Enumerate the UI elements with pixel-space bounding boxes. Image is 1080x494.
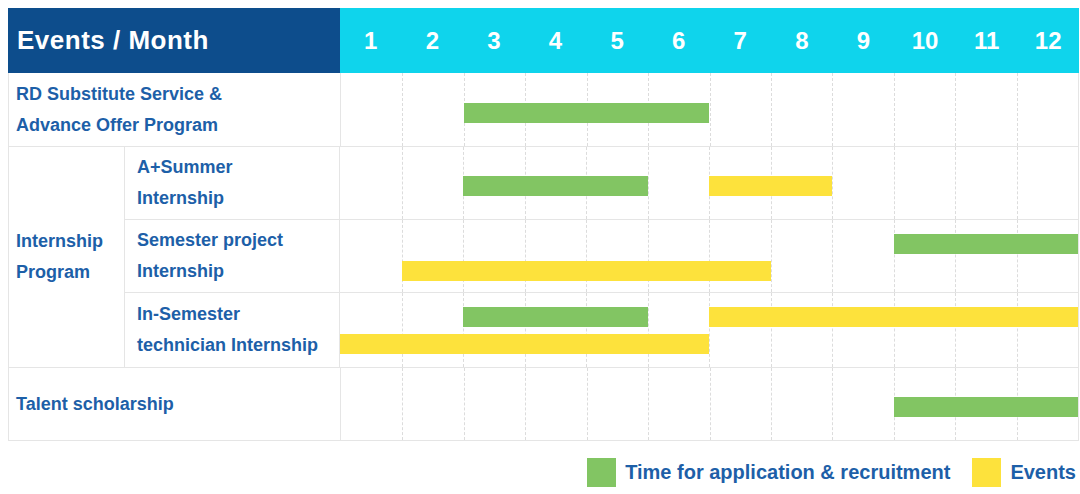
chart-area-talent-scholarship (341, 368, 1078, 440)
legend-swatch-yellow (972, 458, 1001, 487)
legend: Time for application & recruitment Events (565, 458, 1076, 487)
row-semester-project-internship: Semester project Internship (125, 220, 1078, 294)
month-gridline (771, 293, 772, 367)
legend-label-yellow: Events (1010, 461, 1076, 484)
month-label-12: 12 (1017, 8, 1079, 73)
month-gridline (525, 220, 526, 293)
month-gridline (463, 293, 464, 367)
row-label-semester-project-internship: Semester project Internship (125, 220, 340, 293)
row-label-talent-scholarship: Talent scholarship (9, 368, 341, 440)
month-gridline (402, 293, 403, 367)
group-label-internship-program: Internship Program (9, 147, 125, 367)
legend-swatch-green (587, 458, 616, 487)
month-gridline (1017, 220, 1018, 293)
chart-area-in-semester-technician-internship (340, 293, 1078, 367)
gantt-bar-yellow-m7-m8 (709, 176, 832, 196)
month-gridline (1017, 293, 1018, 367)
row-talent-scholarship: Talent scholarship (9, 368, 1078, 441)
month-label-3: 3 (463, 8, 525, 73)
month-gridline (955, 147, 956, 219)
month-gridline (586, 293, 587, 367)
month-gridline (832, 220, 833, 293)
month-gridline (648, 147, 649, 219)
month-gridline (1017, 147, 1018, 219)
month-gridline (586, 220, 587, 293)
month-gridline (648, 293, 649, 367)
month-gridline (402, 73, 403, 146)
month-gridline (832, 368, 833, 440)
month-label-11: 11 (956, 8, 1018, 73)
table-header-title: Events / Month (8, 8, 340, 73)
table-header: Events / Month 123456789101112 (8, 8, 1079, 73)
chart-area-semester-project-internship (340, 220, 1078, 293)
month-gridline (402, 220, 403, 293)
month-gridline (832, 147, 833, 219)
row-group-internship-program: Internship Program A+Summer Internship S… (9, 147, 1078, 368)
chart-area-a-plus-summer-internship (340, 147, 1078, 219)
month-header-row: 123456789101112 (340, 8, 1079, 73)
legend-item-yellow: Events (972, 458, 1076, 487)
month-gridline (648, 220, 649, 293)
month-label-9: 9 (833, 8, 895, 73)
month-label-1: 1 (340, 8, 402, 73)
month-gridline (832, 73, 833, 146)
month-label-10: 10 (894, 8, 956, 73)
month-label-6: 6 (648, 8, 710, 73)
month-gridline (463, 220, 464, 293)
row-a-plus-summer-internship: A+Summer Internship (125, 147, 1078, 220)
month-gridline (832, 293, 833, 367)
gantt-bar-green-m3-m5 (463, 307, 648, 327)
month-label-4: 4 (525, 8, 587, 73)
month-gridline (771, 368, 772, 440)
month-gridline (955, 73, 956, 146)
month-gridline (710, 73, 711, 146)
month-gridline (771, 73, 772, 146)
month-gridline (709, 293, 710, 367)
internship-subrows: A+Summer Internship Semester project Int… (125, 147, 1078, 367)
gantt-bar-green-m3-m5 (463, 176, 648, 196)
gantt-bar-yellow-m2-m7 (402, 261, 771, 281)
month-gridline (894, 147, 895, 219)
month-gridline (525, 368, 526, 440)
row-in-semester-technician-internship: In-Semester technician Internship (125, 293, 1078, 367)
gantt-bar-green-m3-m6 (464, 103, 710, 123)
month-gridline (464, 368, 465, 440)
month-label-7: 7 (709, 8, 771, 73)
month-gridline (648, 368, 649, 440)
month-gridline (955, 220, 956, 293)
month-gridline (1017, 73, 1018, 146)
month-gridline (955, 293, 956, 367)
month-gridline (894, 73, 895, 146)
gantt-bar-green-m10-m12 (894, 397, 1078, 417)
month-gridline (710, 368, 711, 440)
month-gridline (587, 368, 588, 440)
legend-item-green: Time for application & recruitment (587, 458, 950, 487)
chart-area-rd-substitute (341, 73, 1078, 146)
gantt-bar-green-m10-m12 (894, 234, 1079, 254)
legend-label-green: Time for application & recruitment (625, 461, 950, 484)
row-rd-substitute: RD Substitute Service & Advance Offer Pr… (9, 73, 1078, 147)
month-label-5: 5 (586, 8, 648, 73)
table-body: RD Substitute Service & Advance Offer Pr… (8, 73, 1079, 441)
gantt-bar-yellow-m1-m6 (340, 334, 709, 354)
month-label-2: 2 (402, 8, 464, 73)
gantt-bar-yellow-m7-m12 (709, 307, 1078, 327)
month-gridline (894, 220, 895, 293)
month-gridline (709, 220, 710, 293)
recruitment-schedule-chart: Events / Month 123456789101112 RD Substi… (0, 0, 1080, 494)
month-gridline (525, 293, 526, 367)
month-gridline (771, 220, 772, 293)
month-gridline (894, 293, 895, 367)
month-gridline (402, 368, 403, 440)
month-gridline (402, 147, 403, 219)
events-month-table: Events / Month 123456789101112 RD Substi… (8, 8, 1079, 441)
month-label-8: 8 (771, 8, 833, 73)
row-label-rd-substitute: RD Substitute Service & Advance Offer Pr… (9, 73, 341, 146)
row-label-in-semester-technician-internship: In-Semester technician Internship (125, 293, 340, 367)
row-label-a-plus-summer-internship: A+Summer Internship (125, 147, 340, 219)
